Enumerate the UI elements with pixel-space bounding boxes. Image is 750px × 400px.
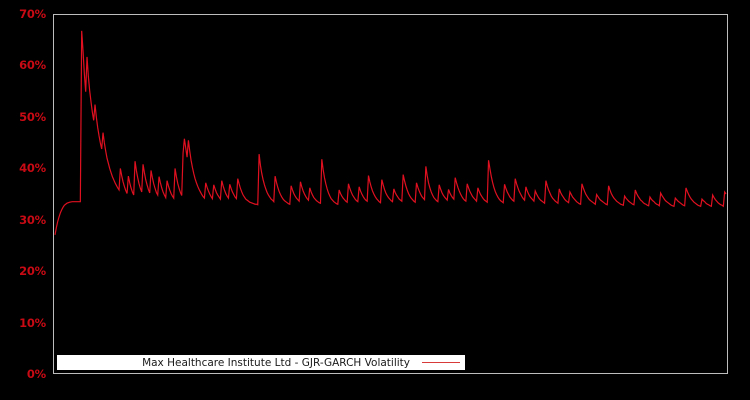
y-axis-tick-label: 30%: [19, 212, 46, 227]
y-axis-tick-label: 40%: [19, 161, 46, 176]
gjr-garch-volatility-line: [54, 30, 727, 236]
y-axis-tick-label: 50%: [19, 109, 46, 124]
chart-legend: Max Healthcare Institute Ltd - GJR-GARCH…: [57, 355, 465, 370]
y-axis-tick-label: 0%: [26, 367, 46, 381]
y-axis-tick-label: 10%: [19, 315, 46, 330]
volatility-series-svg: [54, 30, 727, 236]
y-axis-tick-label: 20%: [19, 264, 46, 279]
y-axis-tick-label: 60%: [19, 58, 46, 73]
y-axis: 0% 10% 20% 30% 40% 50% 60% 70%: [0, 0, 53, 400]
legend-label: Max Healthcare Institute Ltd - GJR-GARCH…: [142, 356, 410, 369]
plot-area: [53, 14, 728, 374]
y-axis-tick-label: 70%: [19, 7, 46, 21]
legend-line-sample: [422, 362, 460, 363]
